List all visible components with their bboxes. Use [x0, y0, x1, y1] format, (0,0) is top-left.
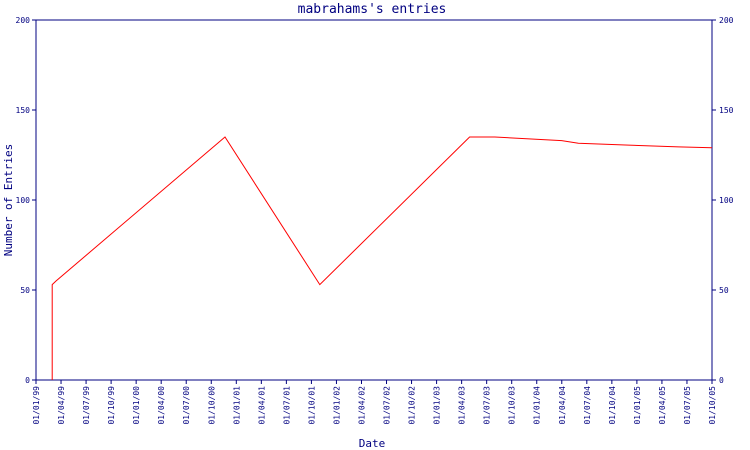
y-tick-label-left: 150	[16, 106, 31, 115]
y-tick-label-left: 0	[25, 376, 30, 385]
series-line	[51, 136, 713, 380]
x-tick-label: 01/01/00	[132, 386, 141, 425]
y-tick-label-right: 150	[719, 106, 734, 115]
x-tick-label: 01/01/01	[232, 386, 241, 425]
x-tick-label: 01/04/99	[57, 386, 66, 425]
x-tick-label: 01/01/05	[633, 386, 642, 425]
y-tick-label-left: 100	[16, 196, 31, 205]
x-axis-label: Date	[359, 437, 386, 450]
x-tick-label: 01/10/03	[508, 386, 517, 425]
y-tick-label-left: 50	[20, 286, 30, 295]
series-layer	[51, 136, 713, 380]
y-tick-label-left: 200	[16, 16, 31, 25]
x-tick-label: 01/10/04	[608, 386, 617, 425]
x-tick-label: 01/10/02	[408, 386, 417, 425]
x-tick-label: 01/07/04	[583, 386, 592, 425]
x-tick-label: 01/07/99	[82, 386, 91, 425]
y-axis-label: Number of Entries	[2, 144, 15, 257]
x-tick-label: 01/10/99	[107, 386, 116, 425]
x-tick-label: 01/10/00	[207, 386, 216, 425]
plot-frame	[35, 19, 713, 381]
x-tick-label: 01/07/01	[282, 386, 291, 425]
x-tick-label: 01/04/05	[658, 386, 667, 425]
x-tick-label: 01/01/99	[32, 386, 41, 425]
x-tick-label: 01/01/03	[433, 386, 442, 425]
x-tick-label: 01/04/01	[257, 386, 266, 425]
x-axis: 01/01/99 01/04/99 01/07/99 01/10/99 01/01/00…	[32, 380, 717, 425]
y-tick-label-right: 50	[719, 286, 729, 295]
y-tick-label-right: 200	[719, 16, 734, 25]
x-tick-label: 01/07/05	[683, 386, 692, 425]
x-tick-label: 01/07/02	[383, 386, 392, 425]
x-tick-label: 01/04/00	[157, 386, 166, 425]
y-tick-label-right: 0	[719, 376, 724, 385]
y-tick-label-right: 100	[719, 196, 734, 205]
x-tick-label: 01/04/02	[357, 386, 366, 425]
chart-title: mabrahams's entries	[298, 2, 447, 17]
x-tick-label: 01/07/03	[483, 386, 492, 425]
x-tick-label: 01/01/02	[332, 386, 341, 425]
x-tick-label: 01/04/04	[558, 386, 567, 425]
y-axis: 0 0 50 50 100 100 150 150 200 200	[16, 16, 734, 385]
x-tick-label: 01/04/03	[458, 386, 467, 425]
x-tick-label: 01/10/01	[307, 386, 316, 425]
x-tick-label: 01/07/00	[182, 386, 191, 425]
x-tick-label: 01/10/05	[708, 386, 717, 425]
x-tick-label: 01/01/04	[533, 386, 542, 425]
